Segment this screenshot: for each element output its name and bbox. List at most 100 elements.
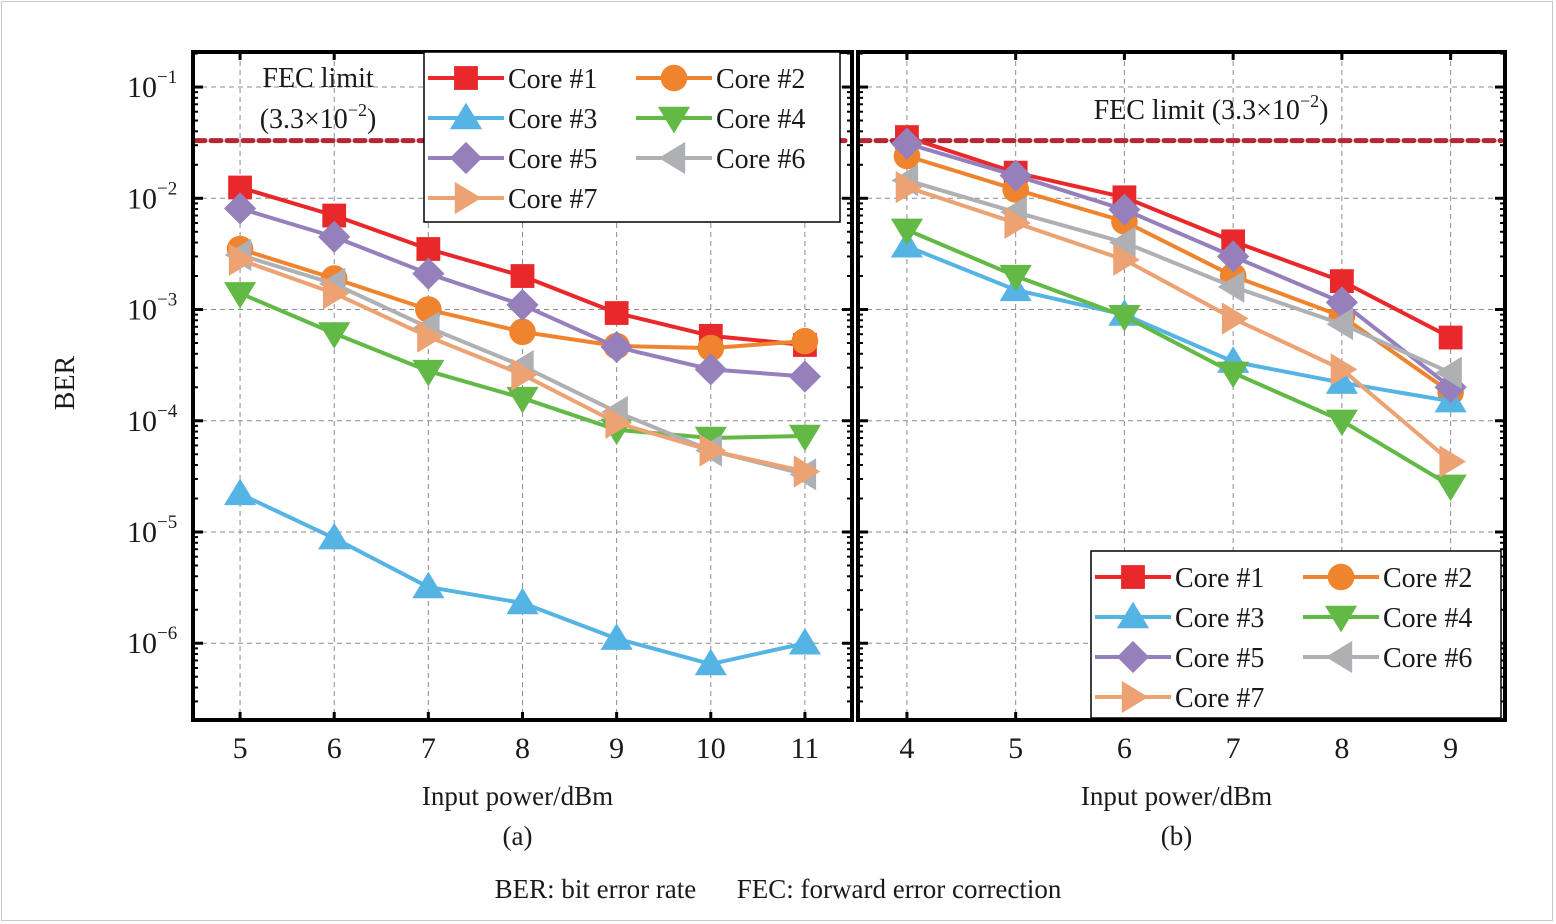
marker-triangle-down — [890, 218, 924, 246]
y-tick-base: 10 — [127, 294, 157, 327]
marker-triangle-up — [1325, 367, 1358, 394]
x-axis-label: Input power/dBm — [1081, 781, 1272, 811]
y-tick-base: 10 — [127, 182, 157, 215]
marker-square — [416, 237, 441, 261]
series-line — [906, 228, 1452, 488]
series-line — [906, 185, 1452, 464]
legend-entry: Core #2 — [636, 64, 805, 95]
marker-circle — [697, 334, 725, 362]
series-line — [906, 135, 1452, 340]
legend-entry: Core #5 — [428, 141, 597, 175]
marker-triangle-right — [228, 243, 256, 276]
y-tick-exponent: −2 — [157, 178, 177, 199]
legend-label: Core #4 — [1383, 603, 1472, 634]
marker-triangle-down — [1108, 305, 1141, 332]
marker-circle — [509, 318, 536, 346]
y-tick-label: 10−6 — [127, 623, 177, 660]
legend-label: Core #1 — [508, 64, 597, 95]
marker-triangle-up — [506, 587, 539, 615]
axes-box — [856, 50, 1507, 722]
series-core4 — [223, 282, 822, 454]
marker-triangle-down — [1217, 361, 1250, 389]
marker-diamond — [788, 360, 822, 393]
fec-label-exponent: −2 — [348, 100, 367, 120]
marker-triangle-up — [1116, 601, 1150, 629]
marker-triangle-right — [605, 406, 633, 439]
marker-triangle-left — [1435, 356, 1462, 389]
fec-label-exponent: −2 — [1300, 91, 1319, 111]
legend-label: Core #4 — [716, 104, 805, 135]
legend-entry: Core #5 — [1095, 640, 1264, 674]
marker-square — [322, 203, 347, 228]
legend-box — [423, 51, 841, 223]
marker-diamond — [1217, 240, 1250, 273]
marker-triangle-up — [318, 522, 351, 550]
marker-square — [1438, 325, 1463, 350]
legend-label: Core #5 — [508, 144, 597, 175]
legend-label: Core #5 — [1175, 643, 1264, 674]
marker-triangle-right — [1004, 206, 1032, 240]
y-tick-base: 10 — [127, 627, 157, 660]
x-tick-label: 9 — [1443, 732, 1458, 765]
series-core5 — [890, 127, 1467, 404]
marker-square — [454, 66, 478, 90]
marker-triangle-down — [506, 386, 539, 414]
legend-entry: Core #4 — [1303, 603, 1472, 634]
y-tick-base: 10 — [127, 71, 157, 104]
marker-triangle-down — [694, 426, 727, 454]
legend-label: Core #1 — [1175, 563, 1264, 594]
marker-square — [604, 301, 629, 325]
x-tick-label: 11 — [790, 732, 819, 765]
x-tick-label: 9 — [609, 732, 624, 765]
marker-triangle-down — [999, 264, 1032, 292]
fec-label-line1: FEC limit — [262, 63, 373, 94]
panel-label: (a) — [503, 821, 533, 851]
marker-triangle-right — [417, 320, 444, 353]
legend-label: Core #7 — [508, 184, 597, 215]
series-line — [906, 178, 1452, 375]
marker-triangle-right — [699, 434, 727, 467]
fec-label-close: ) — [367, 104, 376, 135]
x-tick-label: 7 — [421, 732, 436, 765]
marker-triangle-left — [658, 141, 686, 175]
y-tick-label: 10−4 — [127, 401, 178, 438]
marker-triangle-down — [788, 424, 822, 452]
fec-label: FEC limit (3.3×10−2) — [1094, 91, 1329, 126]
marker-triangle-down — [412, 359, 445, 387]
fec-label-close: ) — [1319, 95, 1328, 126]
y-tick-label: 10−3 — [127, 290, 177, 327]
marker-circle — [660, 64, 688, 92]
series-line — [906, 141, 1452, 389]
y-tick-exponent: −1 — [157, 67, 177, 88]
marker-triangle-right — [895, 171, 923, 204]
y-tick-exponent: −5 — [157, 512, 177, 533]
marker-triangle-down — [223, 282, 257, 309]
legend-label: Core #7 — [1175, 683, 1264, 714]
legend-entry: Core #4 — [636, 104, 805, 135]
legend-label: Core #6 — [716, 144, 805, 175]
legend-label: Core #2 — [716, 64, 805, 95]
marker-triangle-right — [1113, 243, 1140, 276]
marker-diamond — [318, 220, 351, 253]
y-tick-label: 10−1 — [127, 67, 177, 104]
marker-triangle-right — [1439, 445, 1467, 478]
marker-triangle-up — [223, 478, 257, 506]
legend-label: Core #3 — [1175, 603, 1264, 634]
panel-a: FEC limit(3.3×10−2)10−110−210−310−410−51… — [127, 50, 854, 851]
figure-caption: BER: bit error rate FEC: forward error c… — [495, 874, 1062, 904]
legend-entry: Core #6 — [636, 141, 805, 175]
panel-b: FEC limit (3.3×10−2) 4 5 6 7 8 9 Input power/dB… — [856, 50, 1507, 851]
marker-triangle-left — [1326, 307, 1354, 341]
series-core4 — [890, 218, 1467, 502]
marker-triangle-down — [1325, 409, 1358, 437]
marker-triangle-right — [793, 455, 821, 488]
marker-diamond — [1108, 193, 1141, 226]
x-tick-label: 5 — [233, 732, 248, 765]
x-tick-label: 5 — [1008, 732, 1023, 765]
series-core7 — [895, 171, 1467, 478]
marker-diamond — [600, 330, 633, 364]
marker-square — [510, 264, 535, 288]
legend-entry: Core #6 — [1303, 640, 1472, 674]
y-tick-exponent: −4 — [157, 401, 178, 422]
y-tick-base: 10 — [127, 405, 157, 438]
